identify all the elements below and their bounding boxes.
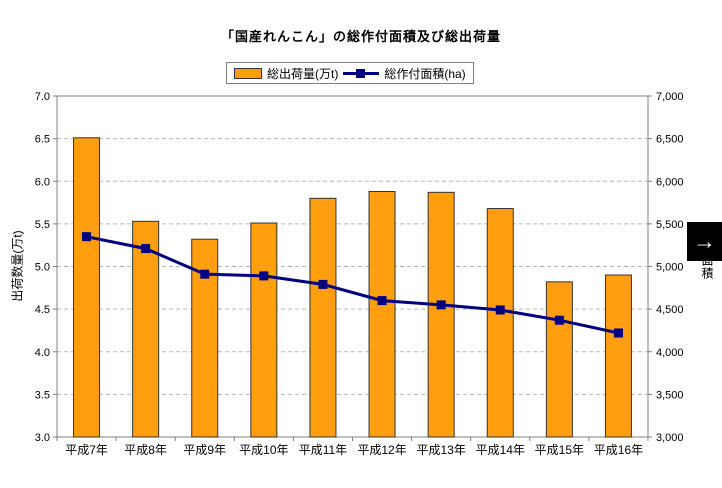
left-axis-tick-label: 4.5 [35,304,50,316]
right-axis-tick-label: 3,000 [656,432,684,444]
line-marker-平成15年 [554,315,564,325]
bar-平成11年 [309,197,337,438]
right-axis-tick-label: 6,000 [656,176,684,188]
line-marker-平成9年 [200,269,210,279]
left-axis-tick-label: 7.0 [35,91,50,103]
line-marker-平成8年 [141,244,151,254]
bar-平成16年 [604,274,632,438]
line-marker-平成7年 [82,232,92,242]
legend-bar-swatch-icon [234,67,262,79]
bar-平成13年 [427,191,455,438]
x-axis-label: 平成13年 [416,443,465,457]
legend: 総出荷量(万t) 総作付面積(ha) [226,62,474,84]
left-axis-tick-label: 3.0 [35,432,50,444]
bar-平成7年 [73,137,101,438]
left-axis-tick-label: 5.0 [35,262,50,274]
left-axis-tick-label: 3.5 [35,389,50,401]
x-axis-label: 平成12年 [357,443,406,457]
left-axis-tick-label: 6.5 [35,134,50,146]
legend-line-swatch-icon [343,68,380,79]
x-axis-label: 平成14年 [476,443,525,457]
x-axis-label: 平成8年 [124,443,167,457]
bar-平成10年 [250,222,278,438]
left-axis-tick-label: 5.5 [35,219,50,231]
right-axis-tick-label: 4,000 [656,347,684,359]
line-marker-平成10年 [259,271,269,281]
right-axis-tick-label: 5,500 [656,219,684,231]
x-axis-label: 平成16年 [594,443,643,457]
x-axis-label: 平成15年 [535,443,584,457]
chart-title: 「国産れんこん」の総作付面積及び総出荷量 [220,29,501,44]
x-axis-label: 平成11年 [299,443,347,457]
left-axis-tick-label: 4.0 [35,347,50,359]
bar-平成8年 [132,220,160,438]
legend-line-marker-icon [356,68,366,78]
line-marker-平成11年 [318,279,328,289]
legend-label-area: 総作付面積(ha) [384,66,466,81]
bar-平成14年 [486,208,514,438]
right-axis-tick-label: 6,500 [656,134,684,146]
bar-平成15年 [545,281,573,438]
line-marker-平成12年 [377,296,387,306]
line-marker-平成13年 [436,300,446,310]
area-line [86,235,619,335]
x-axis-label: 平成10年 [239,443,288,457]
bar-平成12年 [368,190,396,438]
legend-label-shipment: 総出荷量(万t) [267,66,339,81]
x-axis-label: 平成7年 [65,443,108,457]
right-axis-tick-label: 5,000 [656,262,684,274]
x-axis-label: 平成9年 [183,443,226,457]
right-arrow-button[interactable]: → [687,222,722,261]
right-axis-tick-label: 4,500 [656,304,684,316]
left-axis-tick-label: 6.0 [35,176,50,188]
right-axis-tick-label: 3,500 [656,389,684,401]
right-axis-tick-label: 7,000 [656,91,684,103]
line-marker-平成16年 [613,328,623,338]
line-marker-平成14年 [495,305,505,315]
right-arrow-icon: → [693,228,716,254]
